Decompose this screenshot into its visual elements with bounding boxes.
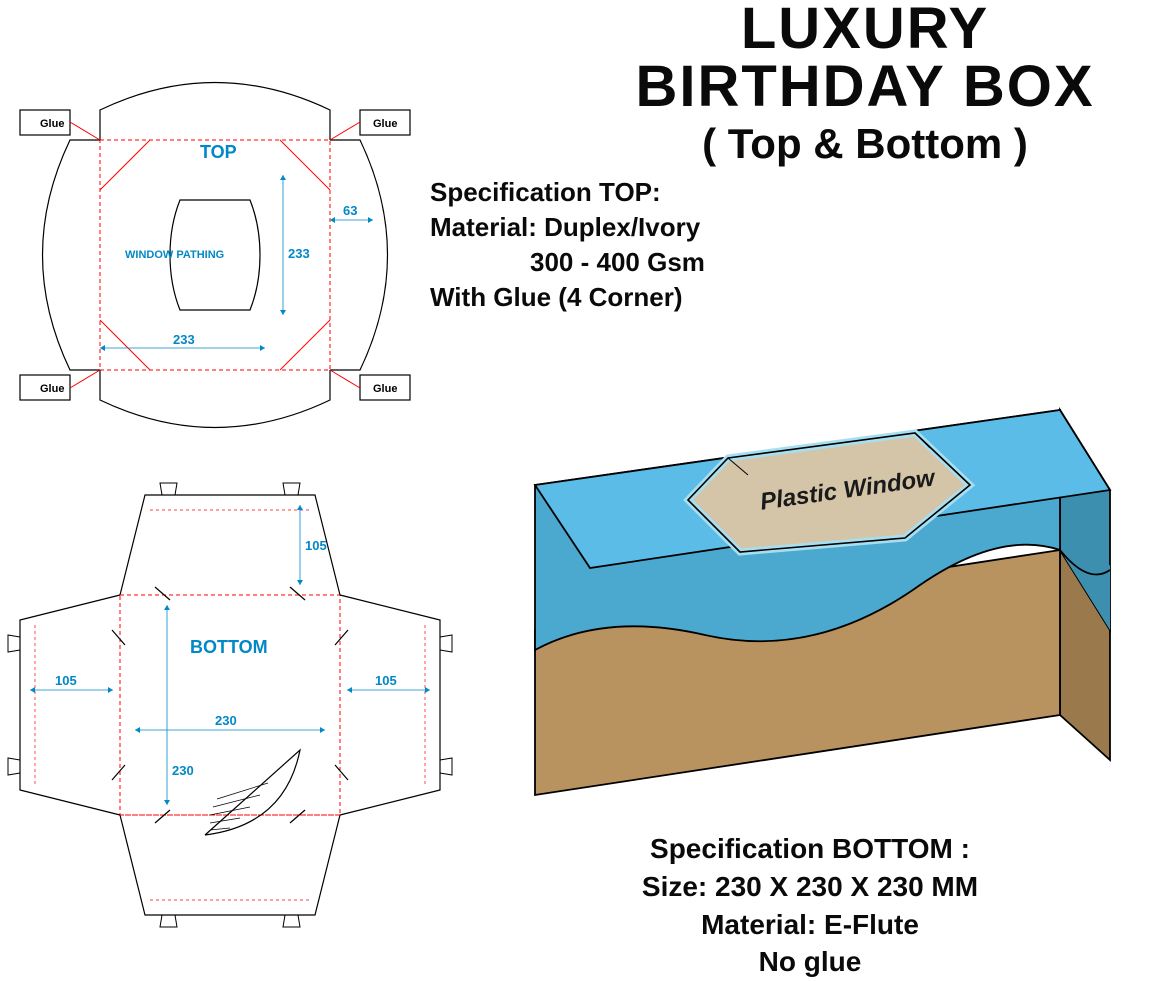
- spec-top-heading: Specification TOP:: [430, 175, 705, 210]
- spec-top-glue: With Glue (4 Corner): [430, 280, 705, 315]
- bottom-section-label: BOTTOM: [190, 637, 268, 657]
- glue-label-tl: Glue: [40, 118, 64, 130]
- spec-top-material: Material: Duplex/Ivory: [430, 210, 705, 245]
- dieline-bottom: BOTTOM 105 230 230 105 105: [5, 475, 455, 945]
- title-line-1: LUXURY: [590, 0, 1140, 58]
- title-line-2: BIRTHDAY BOX: [590, 58, 1140, 116]
- spec-bottom-size: Size: 230 X 230 X 230 MM: [530, 868, 1090, 906]
- dim-bottom-right: 105: [375, 673, 397, 688]
- window-pathing-label: WINDOW PATHING: [125, 249, 224, 261]
- dim-top-flap: 63: [343, 203, 357, 218]
- glue-label-tr: Glue: [373, 118, 397, 130]
- dim-top-height: 233: [288, 246, 310, 261]
- glue-label-bl: Glue: [40, 383, 64, 395]
- dim-bottom-sidetop: 105: [305, 538, 327, 553]
- dim-bottom-left: 105: [55, 673, 77, 688]
- spec-bottom-glue: No glue: [530, 943, 1090, 981]
- dim-top-width: 233: [173, 332, 195, 347]
- dim-bottom-width: 230: [215, 713, 237, 728]
- title-subtitle: ( Top & Bottom ): [590, 120, 1140, 168]
- main-title: LUXURY BIRTHDAY BOX ( Top & Bottom ): [590, 0, 1140, 168]
- dim-bottom-height: 230: [172, 763, 194, 778]
- spec-bottom-material: Material: E-Flute: [530, 906, 1090, 944]
- glue-label-br: Glue: [373, 383, 397, 395]
- spec-top-block: Specification TOP: Material: Duplex/Ivor…: [430, 175, 705, 315]
- dieline-top: Glue Glue Glue Glue TOP WINDOW PATHING 2…: [5, 60, 425, 440]
- spec-bottom-block: Specification BOTTOM : Size: 230 X 230 X…: [530, 830, 1090, 981]
- top-section-label: TOP: [200, 142, 237, 162]
- spec-top-gsm: 300 - 400 Gsm: [430, 245, 705, 280]
- spec-bottom-heading: Specification BOTTOM :: [530, 830, 1090, 868]
- box-3d-render: Plastic Window: [460, 320, 1140, 820]
